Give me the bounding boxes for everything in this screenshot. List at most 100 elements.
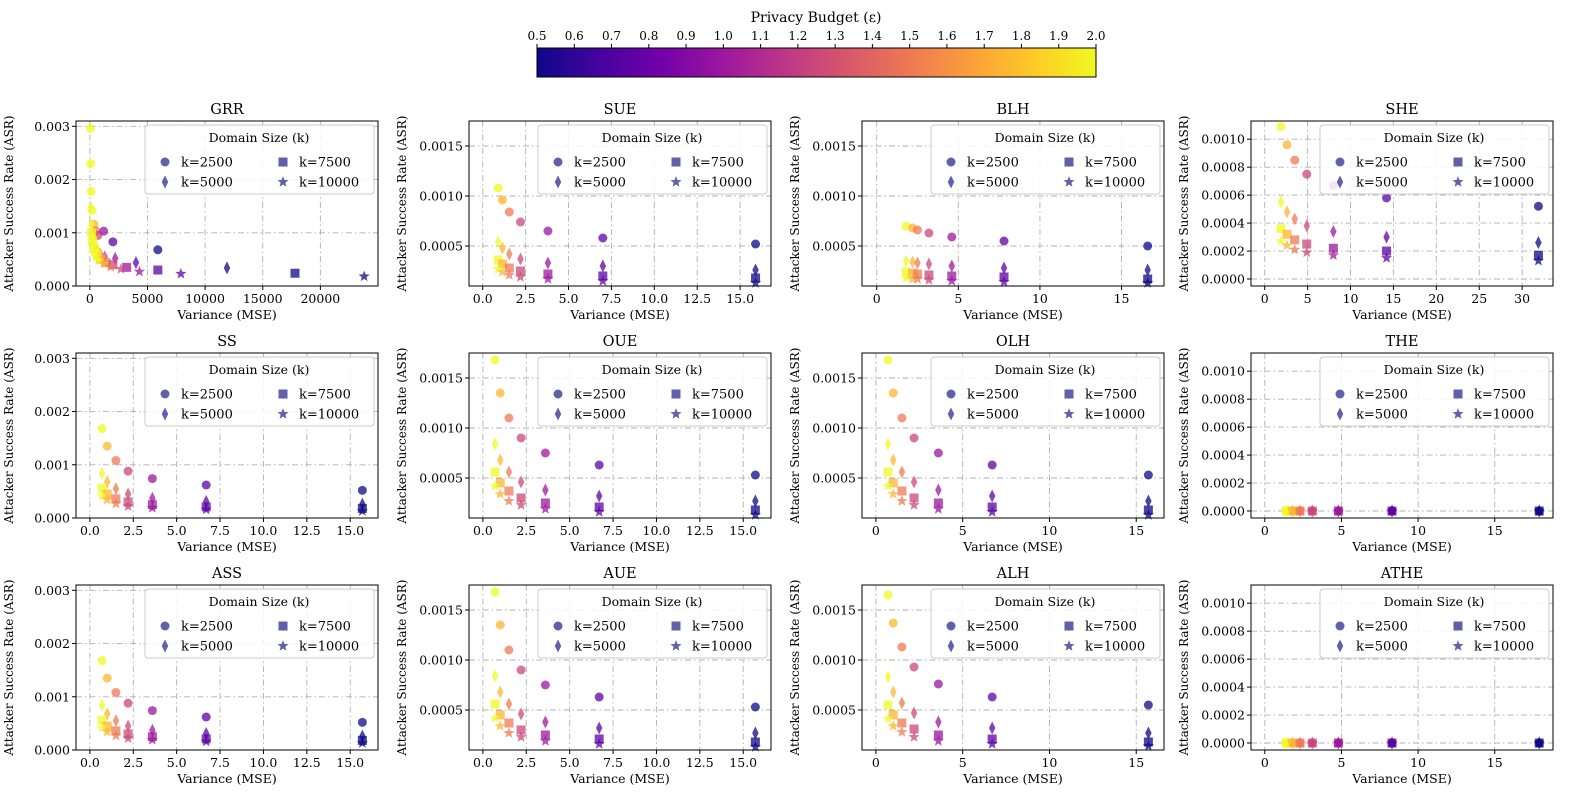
y-tick-label: 0.0000 bbox=[1201, 736, 1245, 751]
data-point-k=10000 bbox=[1286, 505, 1298, 516]
data-point-k=5000 bbox=[1145, 726, 1152, 740]
data-point-k=5000 bbox=[104, 707, 111, 721]
data-point-k=10000 bbox=[356, 737, 368, 748]
x-tick-label: 0 bbox=[873, 291, 881, 306]
y-axis-label: Attacker Success Rate (ASR) bbox=[788, 347, 802, 524]
data-point-k=5000 bbox=[948, 259, 956, 273]
data-point-k=5000 bbox=[494, 235, 502, 249]
legend-marker-star bbox=[1063, 408, 1075, 419]
data-point-k=2500 bbox=[999, 236, 1009, 246]
legend-title: Domain Size (k) bbox=[995, 130, 1096, 145]
y-tick-label: 0.0005 bbox=[812, 703, 856, 718]
data-point-k=10000 bbox=[1286, 737, 1298, 748]
colorbar-tick-label: 1.2 bbox=[788, 29, 807, 43]
data-point-k=7500 bbox=[1290, 235, 1300, 245]
x-axis-label: Variance (MSE) bbox=[569, 771, 669, 786]
data-point-k=5000 bbox=[890, 453, 897, 467]
data-point-k=5000 bbox=[202, 494, 210, 509]
legend-marker-star bbox=[1063, 176, 1075, 187]
colorbar-tick-label: 2.0 bbox=[1086, 29, 1105, 43]
legend-marker-diamond bbox=[1336, 175, 1344, 189]
legend-box bbox=[537, 124, 768, 195]
colorbar-tick-label: 0.9 bbox=[677, 29, 696, 43]
data-point-k=10000 bbox=[1386, 505, 1398, 516]
data-point-k=7500 bbox=[153, 265, 163, 275]
data-point-k=10000 bbox=[133, 265, 145, 277]
y-tick-label: 0.001 bbox=[34, 225, 70, 240]
legend-marker-square bbox=[671, 621, 681, 631]
colorbar: Privacy Budget (ε) 0.5 0.6 0.7 0.8 0.9 1.0 1.1… bbox=[527, 10, 1106, 78]
data-point-k=2500 bbox=[897, 413, 907, 423]
y-tick-label: 0.0010 bbox=[812, 189, 856, 204]
y-tick-label: 0.0006 bbox=[1201, 652, 1245, 667]
data-point-k=2500 bbox=[515, 217, 525, 227]
data-point-k=2500 bbox=[357, 485, 367, 495]
data-point-k=7500 bbox=[883, 467, 893, 477]
y-axis-label: Attacker Success Rate (ASR) bbox=[395, 115, 409, 292]
data-point-k=5000 bbox=[98, 698, 106, 712]
data-point-k=10000 bbox=[1294, 737, 1306, 748]
data-point-k=2500 bbox=[909, 433, 919, 443]
y-tick-label: 0.0000 bbox=[1201, 272, 1245, 287]
data-point-k=10000 bbox=[356, 505, 368, 516]
x-tick-label: 7.5 bbox=[210, 523, 230, 538]
y-tick-label: 0.003 bbox=[34, 583, 70, 598]
data-point-k=10000 bbox=[515, 731, 527, 742]
x-tick-label: 15 bbox=[1487, 523, 1503, 538]
data-point-k=5000 bbox=[595, 489, 603, 503]
data-point-k=7500 bbox=[497, 259, 507, 269]
data-point-k=5000 bbox=[599, 259, 607, 273]
data-point-k=2500 bbox=[598, 233, 608, 243]
y-tick-label: 0.002 bbox=[34, 404, 70, 419]
data-point-k=7500 bbox=[909, 724, 919, 734]
data-point-k=10000 bbox=[494, 488, 506, 499]
legend-title: Domain Size (k) bbox=[995, 594, 1096, 609]
legend-marker-circle bbox=[946, 621, 956, 631]
data-point-k=10000 bbox=[96, 489, 108, 501]
data-point-k=5000 bbox=[898, 465, 906, 479]
colorbar-tick-label: 0.7 bbox=[602, 29, 621, 43]
data-point-k=5000 bbox=[542, 715, 549, 729]
x-tick-label: 5 bbox=[1337, 755, 1345, 770]
x-tick-label: 20 bbox=[1428, 291, 1444, 306]
colorbar-tick-label: 1.7 bbox=[975, 29, 994, 43]
data-point-k=10000 bbox=[514, 271, 527, 282]
data-point-k=2500 bbox=[594, 460, 604, 470]
legend-marker-circle bbox=[553, 157, 563, 167]
legend-marker-circle bbox=[1335, 621, 1345, 631]
axes-frame bbox=[1250, 120, 1554, 287]
legend-marker-star bbox=[670, 176, 682, 187]
data-point-k=5000 bbox=[505, 697, 513, 711]
data-point-k=10000 bbox=[122, 500, 134, 512]
panel-title: ATHE bbox=[1380, 566, 1424, 582]
x-tick-label: 7.5 bbox=[603, 523, 623, 538]
legend-label: k=10000 bbox=[299, 640, 359, 655]
data-point-k=2500 bbox=[1382, 193, 1392, 203]
colorbar-tick-label: 1.8 bbox=[1012, 29, 1031, 43]
x-tick-label: 7.5 bbox=[601, 291, 621, 306]
data-point-k=7500 bbox=[897, 718, 907, 728]
colorbar-tick-label: 1.4 bbox=[863, 29, 882, 43]
x-tick-label: 10.0 bbox=[250, 523, 278, 538]
data-point-k=5000 bbox=[497, 685, 504, 699]
data-point-k=10000 bbox=[98, 257, 110, 269]
legend-marker-square bbox=[1064, 389, 1074, 399]
legend-label: k=5000 bbox=[967, 176, 1019, 191]
legend-marker-square bbox=[1453, 389, 1463, 399]
x-tick-label: 30 bbox=[1514, 291, 1530, 306]
data-point-k=10000 bbox=[1289, 243, 1301, 255]
data-point-k=10000 bbox=[115, 263, 127, 274]
panel-she: 0 5 10 15 20 25 30 0.0000 0.0002 0.0004 0.0006 0.00… bbox=[1177, 102, 1554, 322]
x-axis-label: Variance (MSE) bbox=[569, 307, 669, 322]
legend-marker-star bbox=[670, 640, 682, 651]
legend-label: k=10000 bbox=[299, 408, 359, 423]
data-point-k=7500 bbox=[897, 486, 907, 496]
legend-box bbox=[930, 588, 1161, 659]
data-point-k=10000 bbox=[1142, 740, 1154, 751]
data-point-k=10000 bbox=[515, 499, 527, 510]
y-axis-label: Attacker Success Rate (ASR) bbox=[395, 347, 409, 524]
data-points bbox=[882, 590, 1154, 751]
data-point-k=10000 bbox=[1380, 252, 1393, 263]
data-point-k=2500 bbox=[86, 159, 96, 169]
legend-label: k=10000 bbox=[1085, 408, 1145, 423]
